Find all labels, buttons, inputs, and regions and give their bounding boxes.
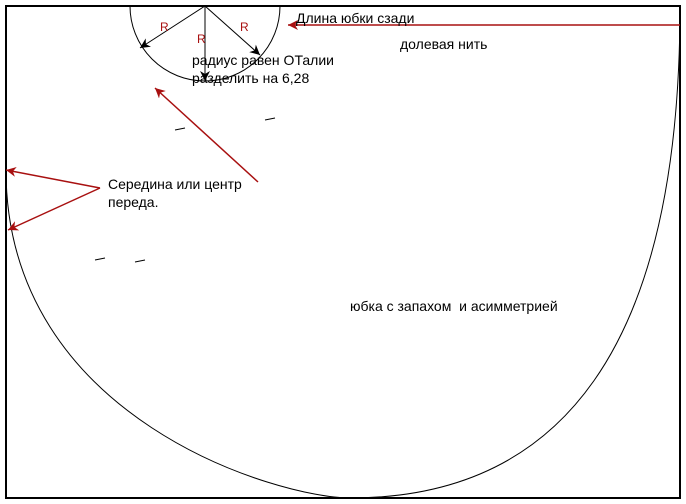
label-grain-thread: долевая нить bbox=[400, 36, 487, 53]
label-skirt-back-length: Длина юбки сзади bbox=[296, 10, 414, 27]
label-r-3: R bbox=[240, 20, 249, 34]
label-front-center-1: Середина или центр bbox=[108, 176, 242, 193]
diagram-canvas bbox=[0, 0, 686, 504]
label-skirt-description: юбка с запахом и асимметрией bbox=[350, 298, 558, 315]
label-r-1: R bbox=[160, 20, 169, 34]
label-radius-formula-1: радиус равен ОТалии bbox=[192, 52, 334, 69]
label-r-2: R bbox=[197, 32, 206, 46]
label-radius-formula-2: разделить на 6,28 bbox=[192, 70, 309, 87]
label-front-center-2: переда. bbox=[108, 194, 158, 211]
